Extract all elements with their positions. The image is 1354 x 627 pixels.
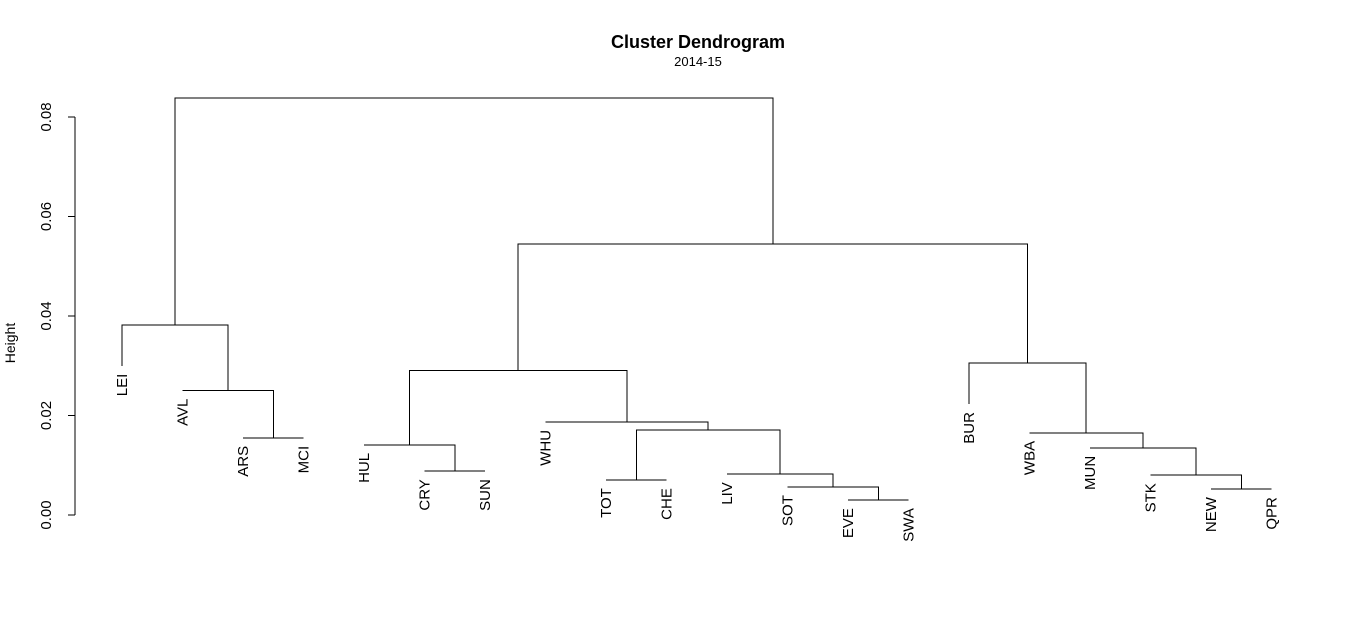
leaf-label-mci: MCI — [296, 446, 313, 474]
dendrogram-branch — [545, 421, 709, 430]
leaf-label-stk: STK — [1143, 483, 1160, 512]
leaf-label-qpr: QPR — [1264, 497, 1281, 530]
dendrogram-branch — [182, 390, 274, 438]
leaf-label-bur: BUR — [961, 412, 978, 444]
leaf-label-eve: EVE — [840, 508, 857, 538]
dendrogram-branch — [1150, 474, 1242, 490]
y-tick-label: 0.08 — [38, 102, 55, 131]
dendrogram-branch — [968, 362, 1087, 433]
y-axis: 0.00 0.02 0.04 0.06 0.08 — [38, 102, 76, 530]
leaf-label-avl: AVL — [175, 399, 192, 426]
leaf-labels: LEI AVL ARS MCI HUL CRY SUN WHU TOT CHE LIV SOT EVE S… — [114, 374, 1281, 542]
leaf-label-mun: MUN — [1082, 456, 1099, 490]
leaf-label-ars: ARS — [235, 446, 252, 477]
leaf-label-sot: SOT — [780, 495, 797, 526]
dendrogram-tree — [121, 97, 1272, 501]
dendrogram-branch — [1090, 447, 1197, 476]
leaf-label-hul: HUL — [356, 453, 373, 483]
leaf-label-swa: SWA — [901, 508, 918, 542]
y-tick-label: 0.04 — [38, 301, 55, 330]
dendrogram-branch — [727, 473, 834, 488]
leaf-label-whu: WHU — [538, 430, 555, 466]
y-tick-label: 0.02 — [38, 401, 55, 430]
leaf-label-cry: CRY — [417, 479, 434, 510]
leaf-label-che: CHE — [659, 488, 676, 520]
leaf-label-lei: LEI — [114, 374, 131, 397]
leaf-label-sun: SUN — [477, 479, 494, 511]
dendrogram-branch — [174, 97, 774, 325]
leaf-label-new: NEW — [1203, 496, 1220, 532]
chart-title: Cluster Dendrogram — [611, 32, 785, 52]
leaf-label-liv: LIV — [719, 482, 736, 505]
dendrogram-branch — [121, 324, 229, 391]
y-axis-label: Height — [2, 323, 18, 364]
leaf-label-tot: TOT — [598, 488, 615, 518]
dendrogram-branch — [1029, 432, 1144, 448]
leaf-label-wba: WBA — [1022, 441, 1039, 475]
y-tick-label: 0.06 — [38, 202, 55, 231]
chart-subtitle: 2014-15 — [674, 54, 722, 69]
dendrogram-branch — [364, 444, 456, 472]
y-tick-label: 0.00 — [38, 500, 55, 529]
dendrogram-branch — [517, 243, 1029, 371]
dendrogram-branch — [787, 486, 879, 501]
dendrogram-branch — [408, 370, 628, 445]
dendrogram-branch — [635, 429, 781, 481]
